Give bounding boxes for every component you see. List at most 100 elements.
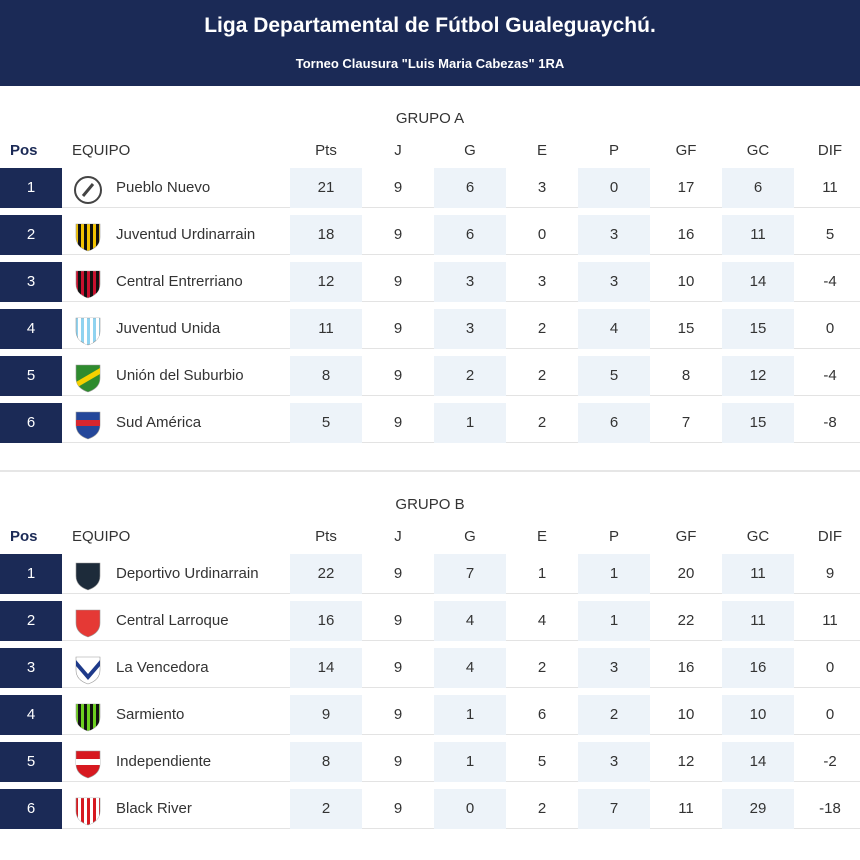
column-header-gf: GF — [675, 528, 697, 545]
team-cell: La Vencedora — [62, 648, 290, 688]
column-header-j: J — [394, 142, 402, 159]
e-cell: 2 — [537, 320, 547, 337]
team-name: Pueblo Nuevo — [116, 179, 211, 196]
gc-cell: 14 — [722, 742, 794, 782]
group-title: GRUPO B — [395, 496, 465, 513]
team-cell: Juventud Urdinarrain — [62, 215, 290, 255]
pts-cell: 21 — [290, 168, 362, 208]
team-cell: Sud América — [62, 403, 290, 443]
position-cell: 4 — [0, 695, 62, 735]
table-row: 2 Juventud Urdinarrain 18 9 6 0 3 16 11 5 — [0, 215, 860, 255]
g-cell: 4 — [434, 648, 506, 688]
divider — [0, 470, 860, 472]
team-cell: Pueblo Nuevo — [62, 168, 290, 208]
gc-cell: 15 — [722, 309, 794, 349]
team-name: Central Larroque — [116, 612, 229, 629]
dif-cell: 0 — [825, 320, 835, 337]
gf-cell: 11 — [678, 800, 694, 817]
pts-cell: 11 — [290, 309, 362, 349]
j-cell: 9 — [393, 226, 403, 243]
p-cell: 3 — [578, 742, 650, 782]
g-cell: 7 — [434, 554, 506, 594]
e-cell: 2 — [537, 367, 547, 384]
g-cell: 3 — [434, 262, 506, 302]
pts-cell: 2 — [290, 789, 362, 829]
column-header-e: E — [536, 142, 547, 159]
table-row: 4 Sarmiento 9 9 1 6 2 10 10 0 — [0, 695, 860, 735]
pts-cell: 12 — [290, 262, 362, 302]
column-header-pos: Pos — [10, 142, 38, 159]
table-row: 3 Central Entrerriano 12 9 3 3 3 10 14 -4 — [0, 262, 860, 302]
table-row: 6 Sud América 5 9 1 2 6 7 15 -8 — [0, 403, 860, 443]
g-cell: 2 — [434, 356, 506, 396]
j-cell: 9 — [393, 659, 403, 676]
p-cell: 6 — [578, 403, 650, 443]
j-cell: 9 — [393, 367, 403, 384]
e-cell: 2 — [537, 414, 547, 431]
column-header-pts: Pts — [315, 142, 337, 159]
team-cell: Black River — [62, 789, 290, 829]
dif-cell: 5 — [825, 226, 835, 243]
j-cell: 9 — [393, 565, 403, 582]
table-row: 6 Black River 2 9 0 2 7 11 29 -18 — [0, 789, 860, 829]
position-cell: 5 — [0, 742, 62, 782]
gc-cell: 11 — [722, 554, 794, 594]
dif-cell: 0 — [825, 659, 835, 676]
gf-cell: 12 — [677, 753, 695, 770]
position-cell: 2 — [0, 215, 62, 255]
gf-cell: 10 — [677, 706, 695, 723]
black-river-crest-icon — [75, 797, 101, 826]
j-cell: 9 — [393, 273, 403, 290]
dif-cell: -8 — [823, 414, 837, 431]
gf-cell: 22 — [677, 612, 695, 629]
table-row: 5 Independiente 8 9 1 5 3 12 14 -2 — [0, 742, 860, 782]
central-larroque-crest-icon — [75, 609, 101, 638]
p-cell: 7 — [578, 789, 650, 829]
pueblo-nuevo-crest-icon — [74, 176, 102, 204]
gc-cell: 14 — [722, 262, 794, 302]
e-cell: 6 — [537, 706, 547, 723]
page-title: Liga Departamental de Fútbol Gualeguaych… — [204, 14, 656, 37]
group-title: GRUPO A — [395, 110, 465, 127]
pts-cell: 18 — [290, 215, 362, 255]
team-name: Independiente — [116, 753, 212, 770]
table-header: Pos EQUIPO Pts J G E P GF GC DIF — [0, 520, 860, 552]
position-cell: 1 — [0, 554, 62, 594]
sud-america-crest-icon — [75, 411, 101, 440]
gf-cell: 7 — [681, 414, 691, 431]
column-header-p: P — [608, 528, 619, 545]
p-cell: 2 — [578, 695, 650, 735]
gf-cell: 8 — [681, 367, 691, 384]
g-cell: 4 — [434, 601, 506, 641]
gc-cell: 10 — [722, 695, 794, 735]
column-header-pts: Pts — [315, 528, 337, 545]
table-row: 3 La Vencedora 14 9 4 2 3 16 16 0 — [0, 648, 860, 688]
deportivo-urdinarrain-crest-icon — [75, 562, 101, 591]
independiente-crest-icon — [75, 750, 101, 779]
sarmiento-crest-icon — [75, 703, 101, 732]
pts-cell: 22 — [290, 554, 362, 594]
pts-cell: 5 — [290, 403, 362, 443]
dif-cell: 0 — [825, 706, 835, 723]
union-del-suburbio-crest-icon — [75, 364, 101, 393]
g-cell: 6 — [434, 168, 506, 208]
e-cell: 2 — [537, 800, 547, 817]
table-row: 2 Central Larroque 16 9 4 4 1 22 11 11 — [0, 601, 860, 641]
p-cell: 4 — [578, 309, 650, 349]
page-subtitle: Torneo Clausura "Luis Maria Cabezas" 1RA — [295, 56, 565, 71]
position-cell: 3 — [0, 648, 62, 688]
j-cell: 9 — [393, 800, 403, 817]
central-entrerriano-crest-icon — [75, 270, 101, 299]
column-header-g: G — [464, 528, 476, 545]
position-cell: 3 — [0, 262, 62, 302]
page-header: Liga Departamental de Fútbol Gualeguaych… — [0, 0, 860, 86]
e-cell: 4 — [537, 612, 547, 629]
g-cell: 1 — [434, 742, 506, 782]
column-header-p: P — [608, 142, 619, 159]
team-name: Deportivo Urdinarrain — [116, 565, 259, 582]
j-cell: 9 — [393, 753, 403, 770]
gc-cell: 15 — [722, 403, 794, 443]
g-cell: 0 — [434, 789, 506, 829]
column-header-dif: DIF — [817, 528, 843, 545]
team-cell: Sarmiento — [62, 695, 290, 735]
